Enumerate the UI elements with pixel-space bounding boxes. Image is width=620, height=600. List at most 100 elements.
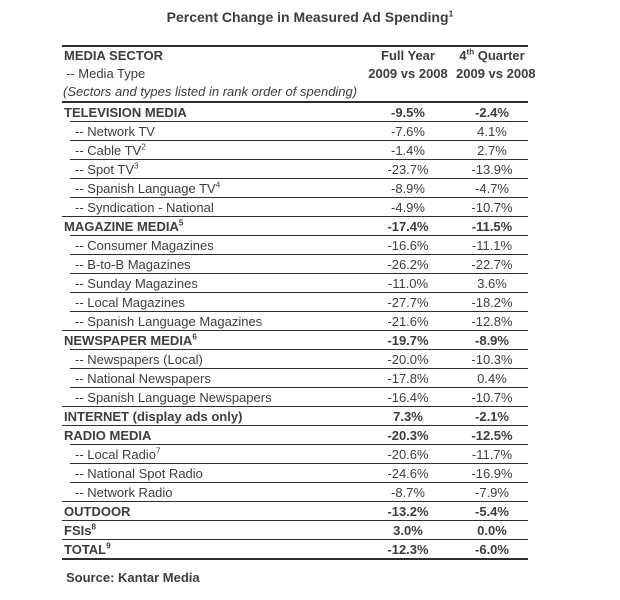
row-divider xyxy=(70,311,528,312)
table-row: -- Network TV -7.6% 4.1% xyxy=(62,122,528,140)
q4-value: -10.3% xyxy=(471,351,513,367)
row-divider xyxy=(70,159,528,160)
table-row: FSIs8 3.0% 0.0% xyxy=(62,521,528,539)
row-label: -- Spanish Language Magazines xyxy=(75,313,263,329)
table-row: -- B-to-B Magazines -26.2% -22.7% xyxy=(62,255,528,273)
row-label: -- Spanish Language TV4 xyxy=(75,180,221,196)
row-label: -- Network TV xyxy=(75,123,155,139)
header-q4-ordinal: th xyxy=(466,47,475,57)
footnote-marker: 9 xyxy=(106,541,111,551)
table-row: RADIO MEDIA -20.3% -12.5% xyxy=(62,426,528,444)
full-year-value: 7.3% xyxy=(393,408,423,424)
q4-value: -8.9% xyxy=(475,332,509,348)
header-sector-cell: MEDIA SECTOR -- Media Type (Sectors and … xyxy=(62,47,360,101)
row-label: NEWSPAPER MEDIA6 xyxy=(64,332,197,348)
full-year-value: -17.4% xyxy=(387,218,429,234)
row-divider xyxy=(70,121,528,122)
row-divider xyxy=(70,349,528,350)
q4-value: 2.7% xyxy=(477,142,507,158)
row-divider xyxy=(62,501,528,502)
row-label: -- Spanish Language Newspapers xyxy=(75,389,272,405)
row-divider xyxy=(70,463,528,464)
row-label: -- Local Radio7 xyxy=(75,446,161,462)
table-row: -- Sunday Magazines -11.0% 3.6% xyxy=(62,274,528,292)
table-row: -- Spanish Language Magazines -21.6% -12.8… xyxy=(62,312,528,330)
table-row: -- Network Radio -8.7% -7.9% xyxy=(62,483,528,501)
full-year-value: -20.3% xyxy=(387,427,429,443)
row-divider xyxy=(62,330,528,331)
row-divider xyxy=(62,520,528,521)
row-label: OUTDOOR xyxy=(64,503,131,519)
q4-value: 0.4% xyxy=(477,370,507,386)
row-label: TELEVISION MEDIA xyxy=(64,104,187,120)
page-title: Percent Change in Measured Ad Spending1 xyxy=(0,9,620,25)
q4-value: -11.5% xyxy=(471,218,513,234)
header-q4-word: Quarter xyxy=(474,48,525,63)
full-year-value: -9.5% xyxy=(391,104,425,120)
row-divider xyxy=(70,292,528,293)
q4-value: -11.7% xyxy=(471,446,513,462)
header-q4-num: 4 xyxy=(459,48,467,63)
header-media-sector: MEDIA SECTOR xyxy=(64,48,163,63)
table-body: TELEVISION MEDIA -9.5% -2.4% -- Network TV -… xyxy=(62,103,528,560)
q4-value: -22.7% xyxy=(471,256,513,272)
full-year-value: 3.0% xyxy=(393,522,423,538)
q4-value: -10.7% xyxy=(471,199,513,215)
table-row: NEWSPAPER MEDIA6 -19.7% -8.9% xyxy=(62,331,528,349)
table-row: INTERNET (display ads only) 7.3% -2.1% xyxy=(62,407,528,425)
q4-value: -5.4% xyxy=(475,503,509,519)
table-row: -- National Newspapers -17.8% 0.4% xyxy=(62,369,528,387)
q4-value: 3.6% xyxy=(477,275,507,291)
table-row: -- Spot TV3 -23.7% -13.9% xyxy=(62,160,528,178)
header-full-year-label: Full Year xyxy=(381,48,435,63)
full-year-value: -24.6% xyxy=(387,465,429,481)
row-label: -- Spot TV3 xyxy=(75,161,139,177)
row-divider xyxy=(62,406,528,407)
row-label: TOTAL9 xyxy=(64,541,111,557)
full-year-value: -20.6% xyxy=(387,446,429,462)
full-year-value: -11.0% xyxy=(387,275,429,291)
ad-spending-table: MEDIA SECTOR -- Media Type (Sectors and … xyxy=(62,45,536,560)
row-divider xyxy=(70,178,528,179)
table-row: -- Cable TV2 -1.4% 2.7% xyxy=(62,141,528,159)
full-year-value: -4.9% xyxy=(391,199,425,215)
full-year-value: -21.6% xyxy=(387,313,429,329)
table-row: -- Spanish Language TV4 -8.9% -4.7% xyxy=(62,179,528,197)
row-divider xyxy=(70,444,528,445)
row-label: -- Newspapers (Local) xyxy=(75,351,203,367)
row-label: -- National Spot Radio xyxy=(75,465,203,481)
source-note: Source: Kantar Media xyxy=(66,570,200,585)
row-divider xyxy=(70,482,528,483)
title-footnote-marker: 1 xyxy=(448,8,454,19)
full-year-value: -19.7% xyxy=(387,332,429,348)
q4-value: 4.1% xyxy=(477,123,507,139)
q4-value: -4.7% xyxy=(475,180,509,196)
table-row: OUTDOOR -13.2% -5.4% xyxy=(62,502,528,520)
row-divider xyxy=(70,235,528,236)
row-label: -- Syndication - National xyxy=(75,199,214,215)
q4-value: -2.4% xyxy=(475,104,509,120)
row-label: -- Cable TV2 xyxy=(75,142,146,158)
footnote-marker: 2 xyxy=(141,142,146,152)
header-q4-period: 2009 vs 2008 xyxy=(456,66,536,81)
table-row: TOTAL9 -12.3% -6.0% xyxy=(62,540,528,558)
row-label: -- National Newspapers xyxy=(75,370,211,386)
row-divider xyxy=(62,539,528,540)
table-row: -- Local Magazines -27.7% -18.2% xyxy=(62,293,528,311)
full-year-value: -7.6% xyxy=(391,123,425,139)
row-label: INTERNET (display ads only) xyxy=(64,408,243,424)
row-label: MAGAZINE MEDIA5 xyxy=(64,218,184,234)
row-divider xyxy=(62,425,528,426)
row-label: RADIO MEDIA xyxy=(64,427,152,443)
q4-value: -11.1% xyxy=(471,237,513,253)
q4-value: -2.1% xyxy=(475,408,509,424)
full-year-value: -8.7% xyxy=(391,484,425,500)
q4-value: -6.0% xyxy=(475,541,509,557)
header-full-year-period: 2009 vs 2008 xyxy=(368,66,448,81)
table-row: -- Syndication - National -4.9% -10.7% xyxy=(62,198,528,216)
footnote-marker: 4 xyxy=(215,180,221,190)
full-year-value: -16.6% xyxy=(387,237,429,253)
row-divider xyxy=(62,216,528,217)
row-divider xyxy=(70,387,528,388)
